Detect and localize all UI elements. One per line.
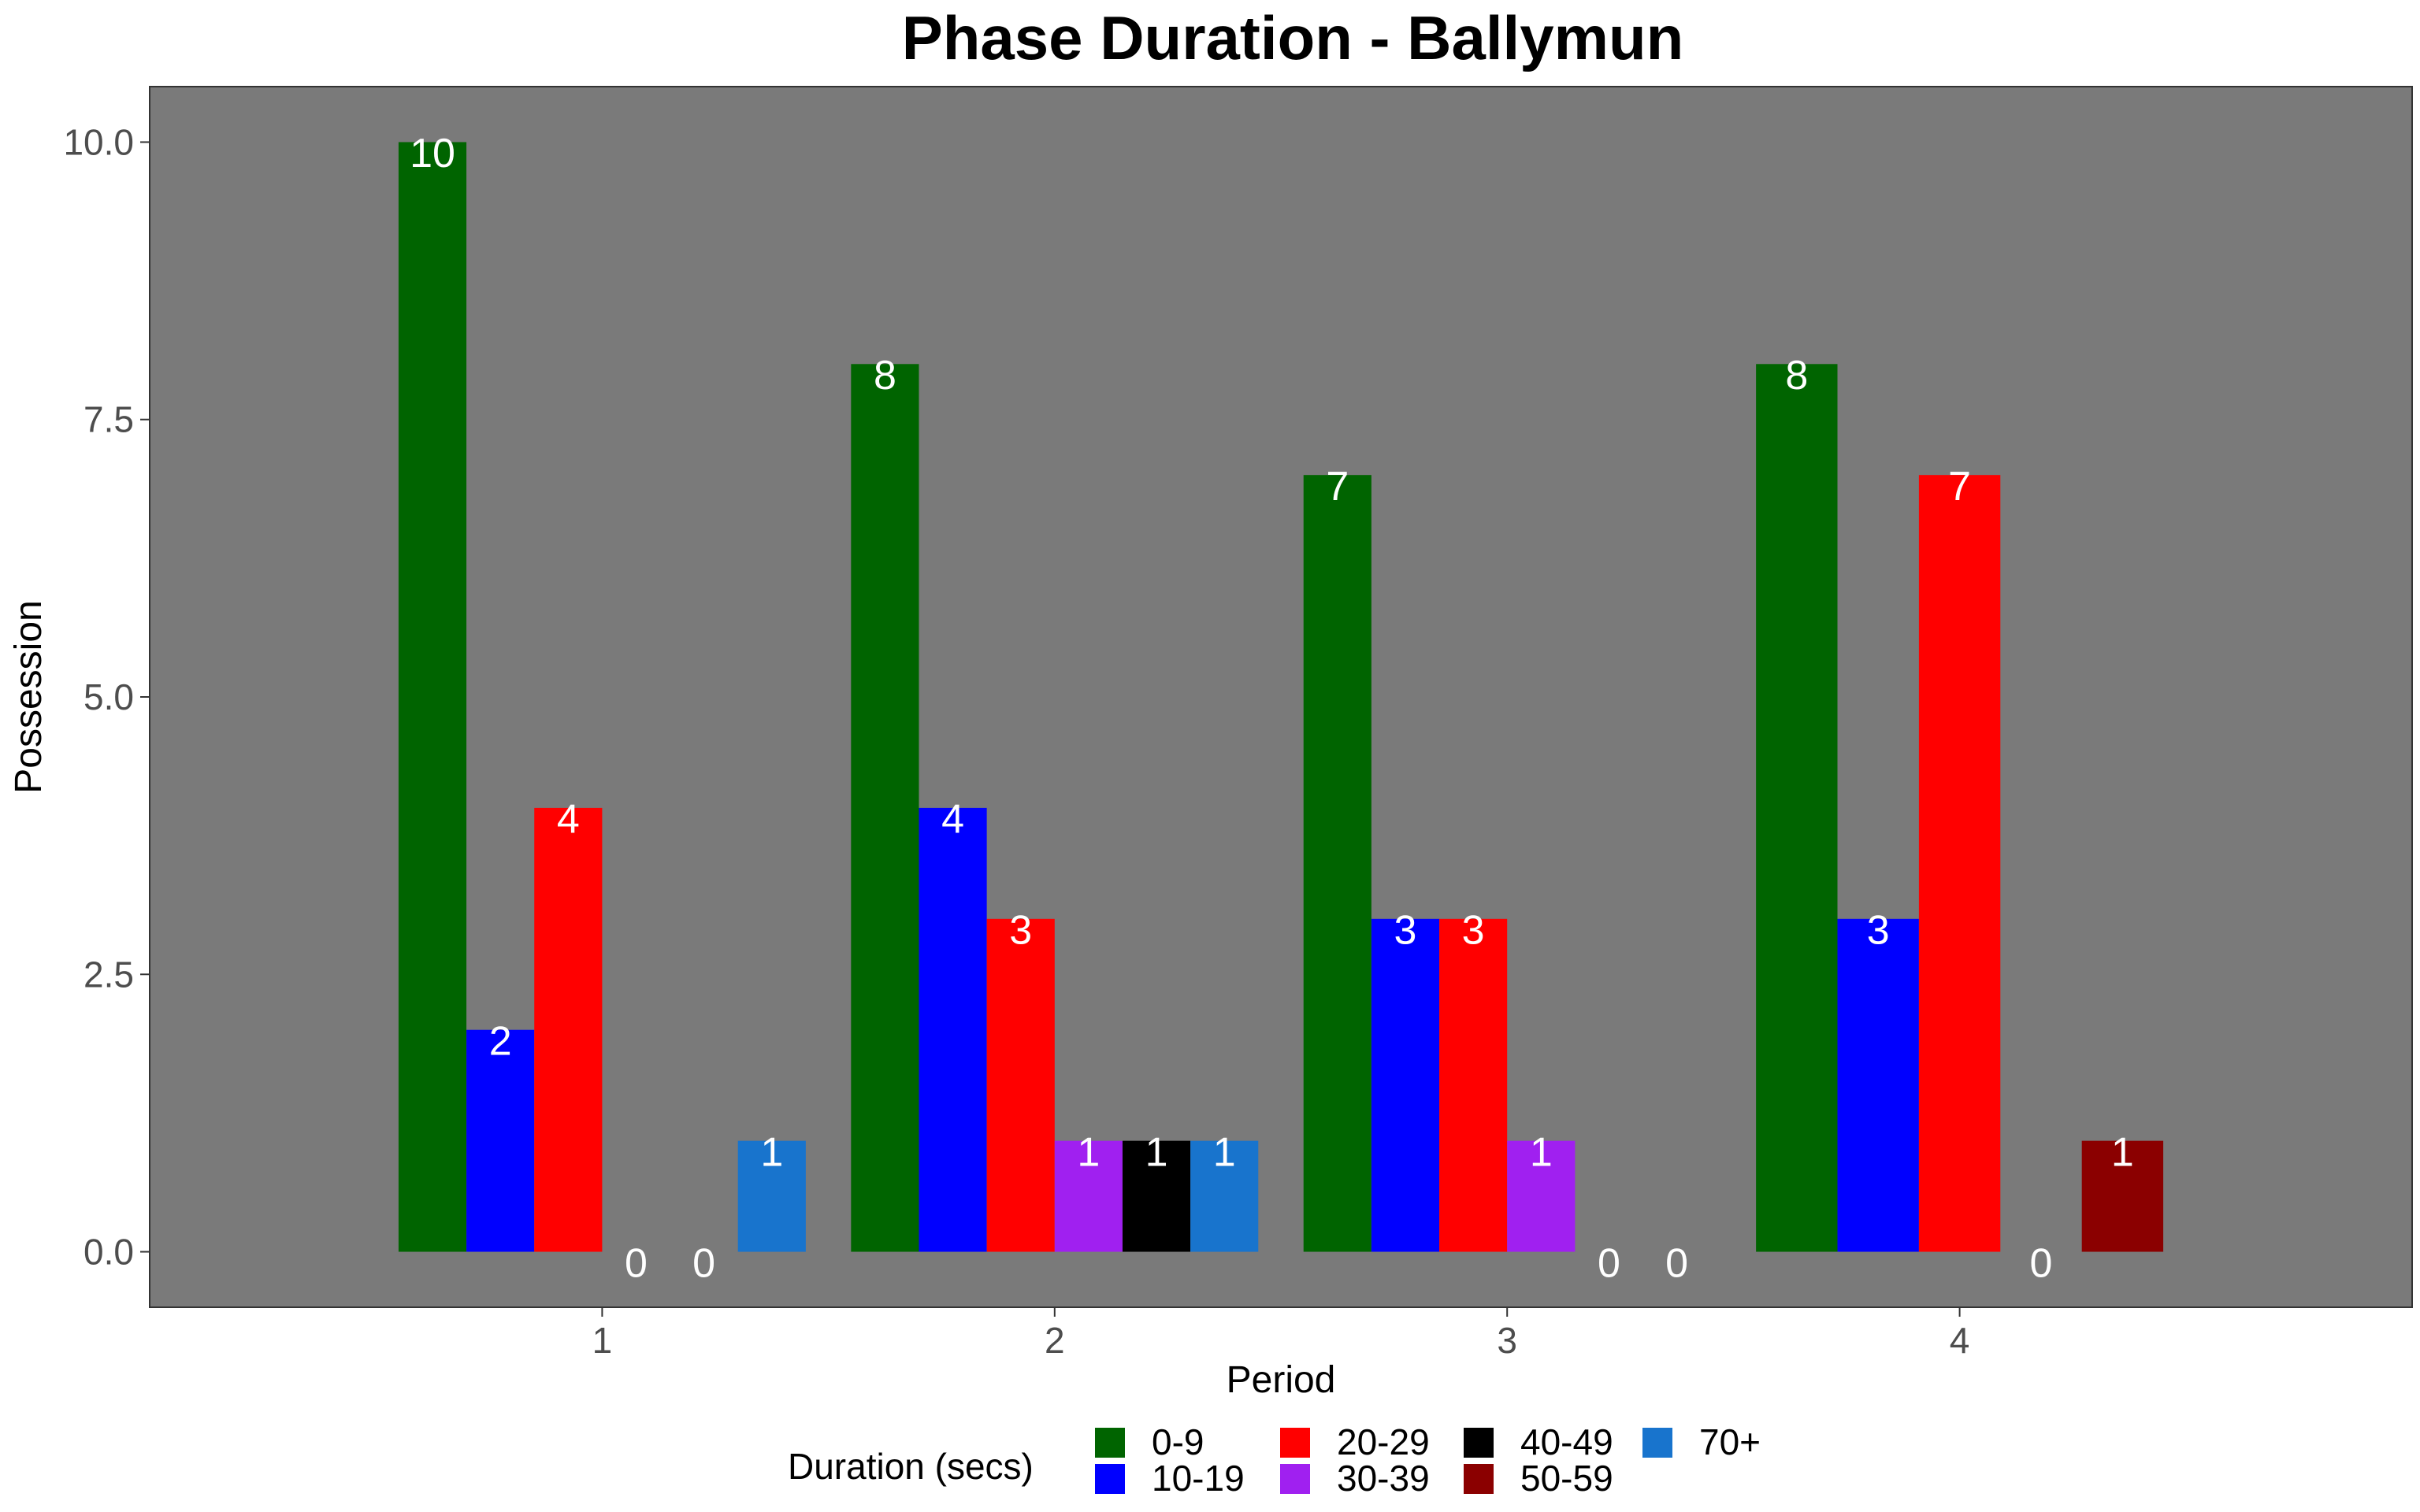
bar-value-label: 0 — [692, 1240, 715, 1286]
legend-label: 20-29 — [1337, 1421, 1430, 1462]
bar-value-label: 4 — [557, 797, 580, 843]
x-tick-label: 4 — [1950, 1320, 1970, 1361]
bar-value-label: 1 — [1213, 1129, 1236, 1175]
bar-period-3-10-19 — [1371, 918, 1440, 1252]
y-axis: 0.0 2.5 5.0 7.5 10.0 — [63, 121, 150, 1273]
bar-value-label: 8 — [1785, 353, 1808, 398]
x-tick-label: 1 — [592, 1320, 613, 1361]
legend-label: 40-49 — [1520, 1421, 1613, 1462]
bar-value-label: 7 — [1326, 464, 1349, 510]
bar-period-2-30-39 — [1054, 1140, 1123, 1252]
bar-value-label: 0 — [625, 1240, 648, 1286]
y-axis-title: Possession — [8, 600, 50, 793]
y-tick-label: 0.0 — [84, 1232, 134, 1273]
legend-label: 10-19 — [1152, 1458, 1245, 1499]
legend-swatch-50-59 — [1464, 1464, 1494, 1494]
bar-period-2-0-9 — [851, 364, 919, 1252]
bar-period-4-20-29 — [1918, 475, 2001, 1252]
legend-swatch-40-49 — [1464, 1428, 1494, 1458]
bars — [398, 142, 2164, 1252]
bar-value-label: 3 — [1009, 908, 1032, 954]
legend-title: Duration (secs) — [788, 1446, 1034, 1487]
bar-value-label: 1 — [1530, 1129, 1553, 1175]
y-tick-label: 5.0 — [84, 676, 134, 717]
bar-period-1-0-9 — [398, 142, 467, 1252]
bar-value-label: 3 — [1462, 908, 1485, 954]
legend-swatch-20-29 — [1280, 1428, 1310, 1458]
bar-value-label: 1 — [1145, 1129, 1168, 1175]
x-axis-title: Period — [1227, 1359, 1336, 1401]
bar-period-3-0-9 — [1303, 475, 1371, 1252]
bar-value-label: 10 — [410, 131, 455, 176]
bar-period-2-20-29 — [986, 918, 1055, 1252]
bar-period-1-10-19 — [466, 1029, 535, 1252]
bar-value-label: 4 — [941, 797, 964, 843]
y-tick-label: 2.5 — [84, 954, 134, 995]
legend-label: 70+ — [1699, 1421, 1761, 1462]
y-tick-label: 10.0 — [63, 121, 134, 162]
bar-value-label: 0 — [1598, 1240, 1620, 1286]
bar-period-2-70+ — [1190, 1140, 1259, 1252]
bar-value-label: 1 — [760, 1129, 783, 1175]
legend-label: 0-9 — [1152, 1421, 1204, 1462]
bar-value-label: 1 — [1077, 1129, 1100, 1175]
legend-swatch-10-19 — [1095, 1464, 1125, 1494]
bar-value-label: 0 — [1665, 1240, 1688, 1286]
legend-swatch-30-39 — [1280, 1464, 1310, 1494]
legend-label: 50-59 — [1520, 1458, 1613, 1499]
bar-period-3-30-39 — [1507, 1140, 1576, 1252]
bar-value-label: 1 — [2111, 1129, 2134, 1175]
x-tick-label: 3 — [1497, 1320, 1517, 1361]
bar-value-label: 3 — [1867, 908, 1890, 954]
y-tick-label: 7.5 — [84, 399, 134, 440]
legend-label: 30-39 — [1337, 1458, 1430, 1499]
chart-title: Phase Duration - Ballymun — [902, 3, 1684, 72]
bar-value-label: 7 — [1948, 464, 1971, 510]
bar-period-2-40-49 — [1122, 1140, 1191, 1252]
legend-swatch-70+ — [1642, 1428, 1672, 1458]
bar-value-label: 3 — [1394, 908, 1416, 954]
x-tick-label: 2 — [1045, 1320, 1065, 1361]
bar-value-label: 0 — [2030, 1240, 2053, 1286]
bar-period-1-20-29 — [534, 807, 603, 1252]
bar-period-1-70+ — [737, 1140, 806, 1252]
bar-period-4-0-9 — [1756, 364, 1838, 1252]
bar-value-label: 2 — [489, 1018, 512, 1064]
bar-period-2-10-19 — [919, 807, 987, 1252]
legend-swatch-0-9 — [1095, 1428, 1125, 1458]
bar-period-4-10-19 — [1837, 918, 1919, 1252]
bar-period-4-50-59 — [2081, 1140, 2164, 1252]
bar-value-label: 8 — [874, 353, 896, 398]
x-axis: 1 2 3 4 — [592, 1307, 1970, 1361]
bar-period-3-20-29 — [1439, 918, 1508, 1252]
